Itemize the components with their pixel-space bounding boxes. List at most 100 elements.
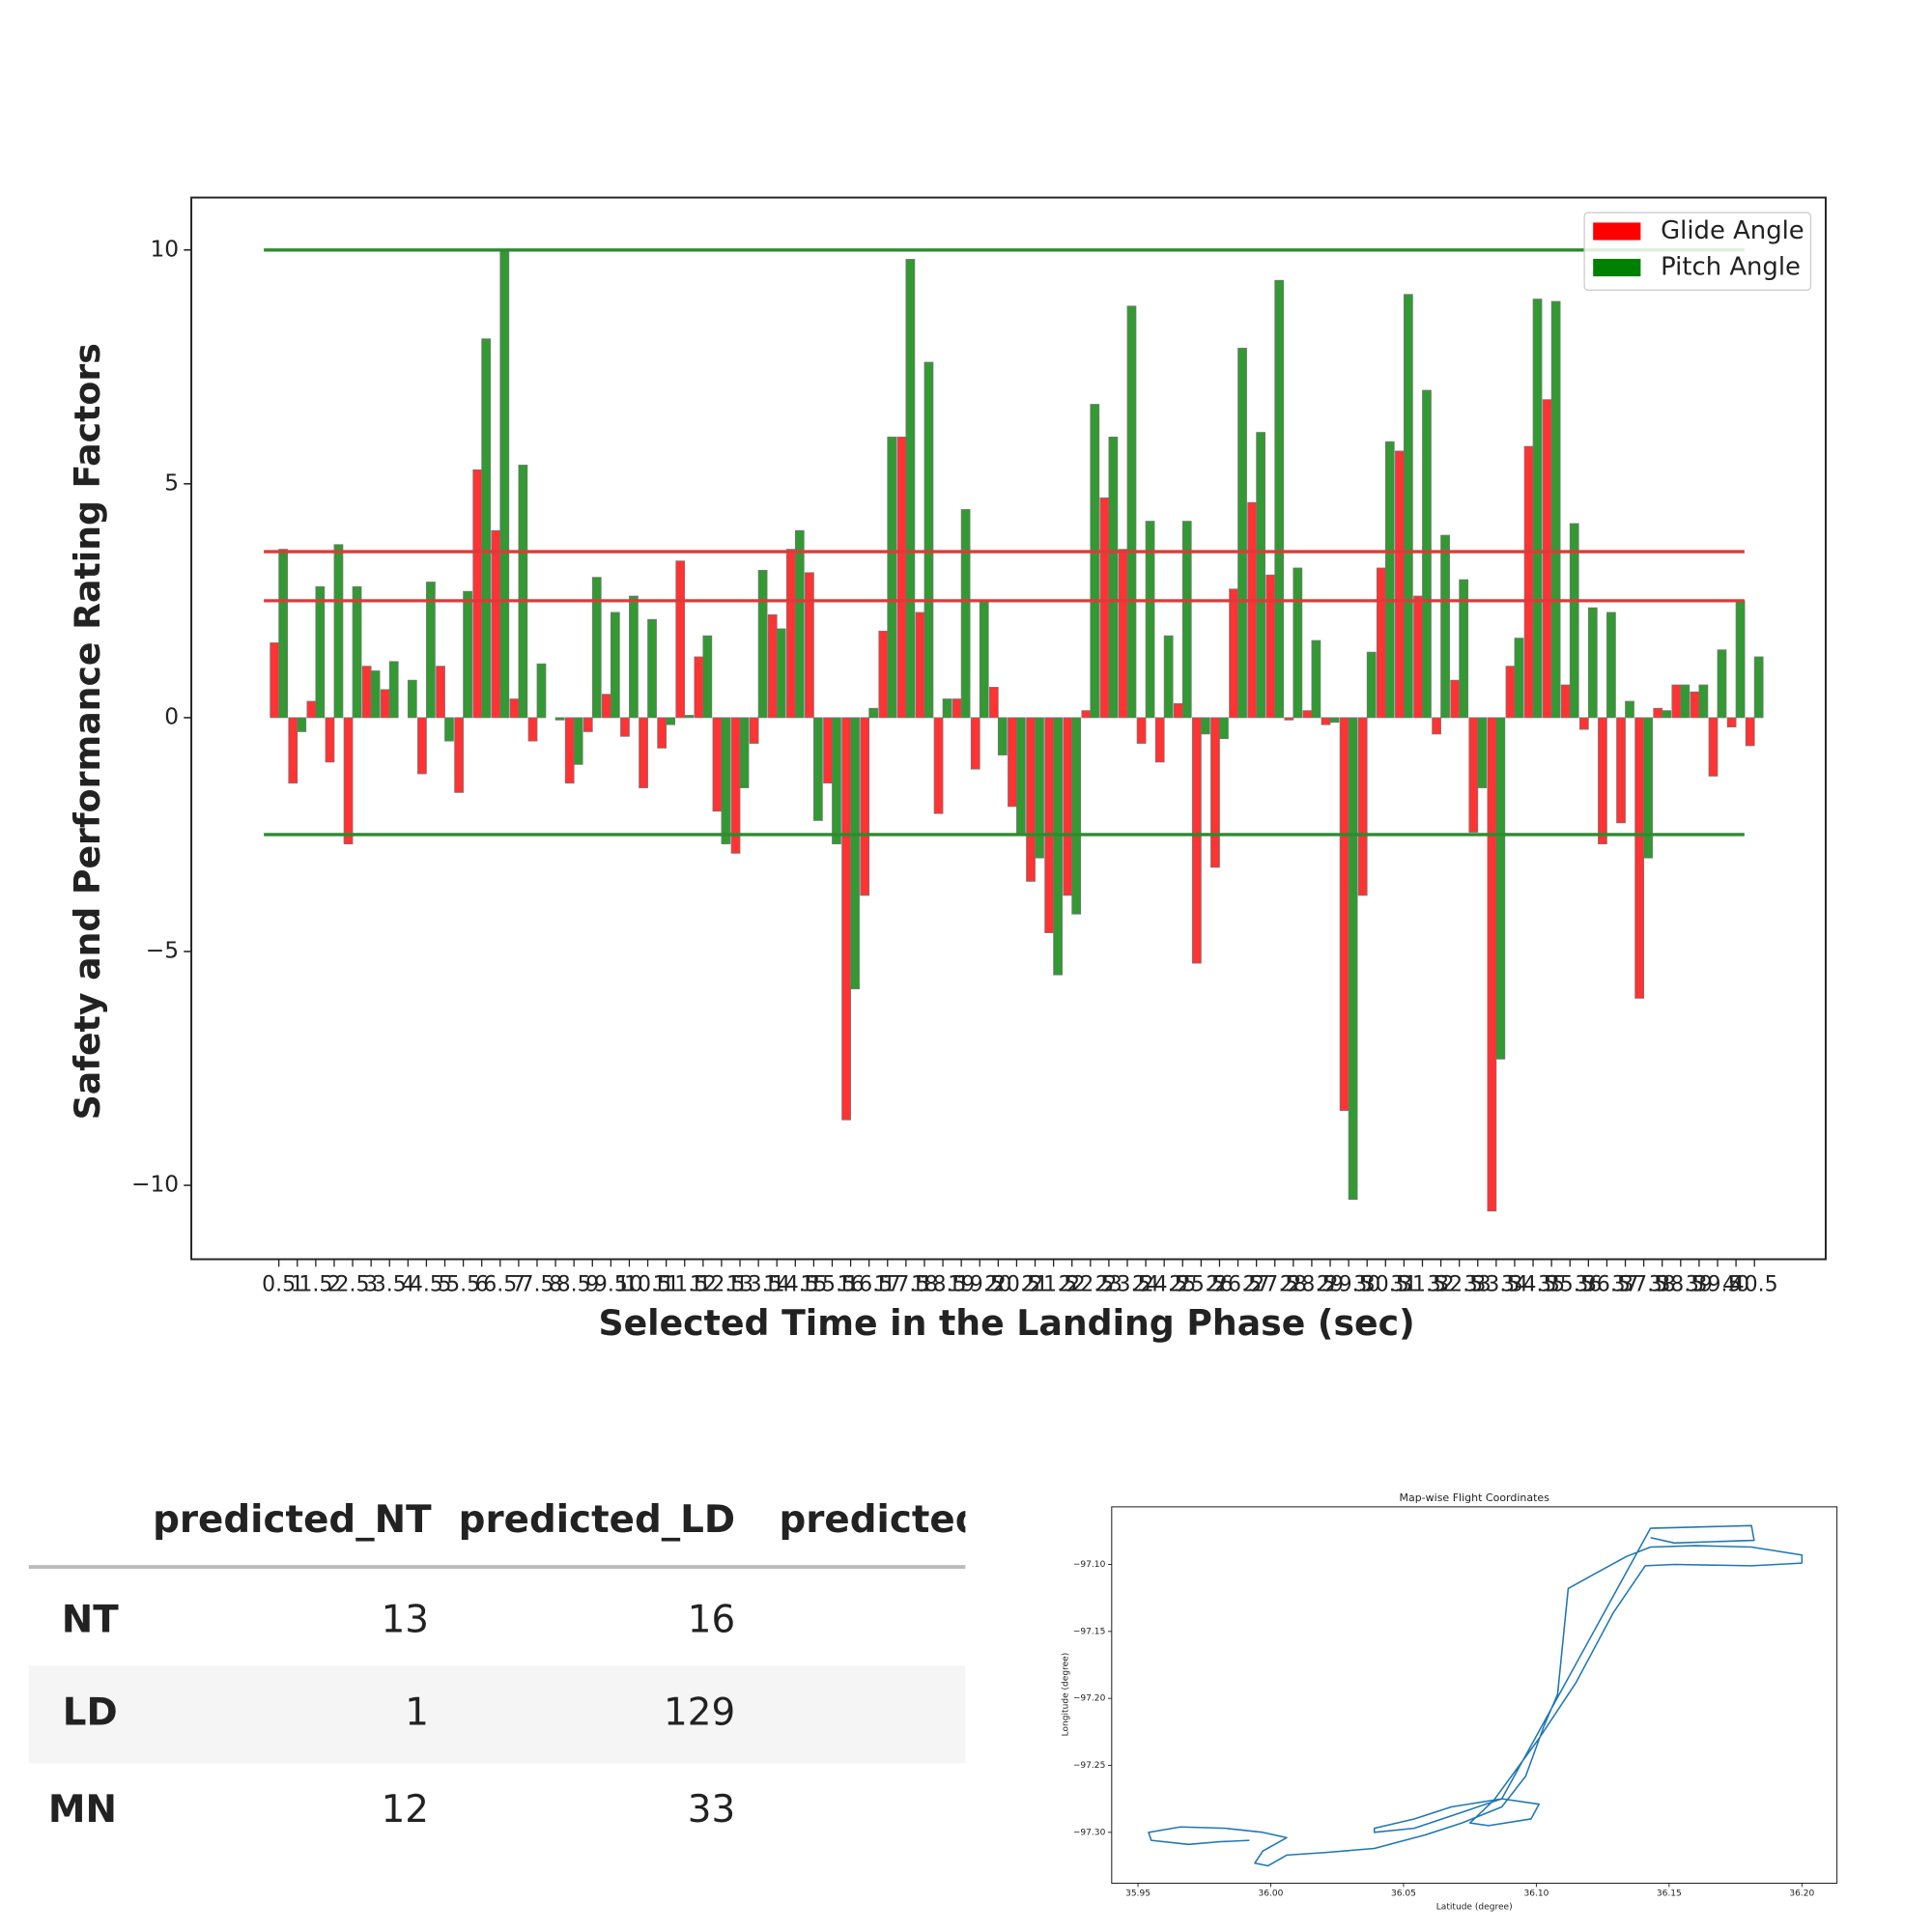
- x-tick-label: 7: [512, 1273, 526, 1297]
- bar: [988, 687, 999, 719]
- bar: [1181, 521, 1192, 719]
- bar: [1477, 717, 1488, 788]
- x-tick-label: 25.5: [1178, 1273, 1225, 1297]
- cell: 16: [688, 1598, 735, 1641]
- bar: [620, 717, 630, 737]
- x-tick-label: 32: [1428, 1273, 1455, 1297]
- cell: 12: [382, 1788, 429, 1832]
- bar: [1357, 717, 1368, 896]
- cell: 129: [664, 1690, 735, 1734]
- bar: [712, 717, 723, 812]
- bar: [1662, 710, 1672, 719]
- x-tick-label: 22.5: [1066, 1273, 1114, 1297]
- bar: [868, 707, 879, 719]
- bar: [666, 717, 676, 725]
- bar: [472, 469, 483, 719]
- bar: [518, 465, 528, 719]
- bar: [1395, 450, 1405, 719]
- bar: [1016, 717, 1026, 836]
- x-tick-label: 6.5: [483, 1273, 517, 1297]
- bar: [952, 698, 962, 719]
- bar: [1487, 717, 1497, 1212]
- bar: [1384, 440, 1395, 719]
- bar: [297, 717, 307, 732]
- bar: [554, 717, 565, 721]
- legend-swatch: [1593, 222, 1641, 241]
- bar: [1717, 649, 1727, 719]
- bar: [757, 570, 768, 719]
- bar: [315, 585, 326, 719]
- x-tick-label: 27: [1243, 1273, 1270, 1297]
- bar: [509, 698, 520, 719]
- row-label: LD: [63, 1690, 118, 1734]
- legend-box: [1583, 212, 1812, 291]
- bar: [1514, 638, 1524, 719]
- bar: [1404, 294, 1413, 719]
- bar: [380, 689, 390, 719]
- x-tick-label: 36: [1575, 1273, 1602, 1297]
- column-header: predicted_LD: [459, 1498, 735, 1542]
- x-tick-label: 17: [874, 1273, 901, 1297]
- bar: [997, 717, 1008, 756]
- bar: [610, 611, 620, 719]
- x-tick-label: 12: [690, 1273, 717, 1297]
- bar: [721, 717, 731, 845]
- bar: [1432, 717, 1441, 735]
- bar: [1376, 567, 1386, 719]
- x-tick-label: 30: [1353, 1273, 1380, 1297]
- x-tick-label: 22: [1059, 1273, 1086, 1297]
- x-tick-label: 14.5: [772, 1273, 819, 1297]
- bar-frame: [190, 196, 1827, 1261]
- bar: [832, 717, 841, 845]
- y-tick-label: −97.30: [1073, 1828, 1106, 1837]
- x-tick-label: 3.5: [373, 1273, 407, 1297]
- bar: [1698, 684, 1709, 719]
- bar: [573, 717, 583, 765]
- bar: [1035, 717, 1044, 859]
- bar: [1708, 717, 1719, 777]
- bar: [1099, 497, 1110, 719]
- bar: [499, 249, 510, 719]
- bar: [1210, 717, 1220, 868]
- x-tick-label: 40.5: [1731, 1273, 1778, 1297]
- y-axis-label: Safety and Performance Rating Factors: [67, 343, 108, 1120]
- x-tick-label: 16.5: [845, 1273, 893, 1297]
- bar: [491, 529, 501, 719]
- x-tick-label: 4.5: [410, 1273, 443, 1297]
- bar: [694, 656, 704, 719]
- x-tick-label: 34.5: [1510, 1273, 1557, 1297]
- x-tick-label: 13: [726, 1273, 753, 1297]
- bar: [1745, 717, 1755, 747]
- x-tick-label: 9: [585, 1273, 599, 1297]
- bar: [436, 666, 445, 719]
- bar: [1616, 717, 1626, 824]
- x-tick-label: 36.05: [1391, 1889, 1416, 1898]
- bar: [306, 700, 317, 719]
- bar: [1726, 717, 1737, 727]
- x-tick-label: 39.5: [1694, 1273, 1742, 1297]
- bar: [481, 338, 492, 719]
- bar: [333, 544, 344, 719]
- x-tick-label: 24: [1132, 1273, 1159, 1297]
- bar: [1090, 404, 1100, 719]
- map-y-label: Longitude (degree): [1061, 1653, 1070, 1737]
- x-tick-label: 0.5: [262, 1273, 296, 1297]
- bar: [1690, 691, 1700, 719]
- x-tick-label: 12.5: [697, 1273, 745, 1297]
- bar: [1200, 717, 1210, 735]
- bar: [1229, 588, 1238, 719]
- bar: [805, 572, 814, 719]
- bar: [785, 549, 796, 719]
- x-tick-label: 23: [1095, 1273, 1122, 1297]
- bar: [850, 717, 860, 990]
- x-tick-label: 9.5: [594, 1273, 628, 1297]
- map-x-label: Latitude (degree): [1436, 1903, 1513, 1913]
- bar: [444, 717, 454, 742]
- bar: [960, 509, 971, 719]
- y-tick-label: −97.20: [1073, 1694, 1106, 1704]
- x-tick-label: 33: [1464, 1273, 1492, 1297]
- bar: [1569, 523, 1579, 719]
- x-tick-label: 31: [1390, 1273, 1417, 1297]
- bar: [1680, 684, 1690, 719]
- x-tick-label: 36.15: [1657, 1889, 1682, 1898]
